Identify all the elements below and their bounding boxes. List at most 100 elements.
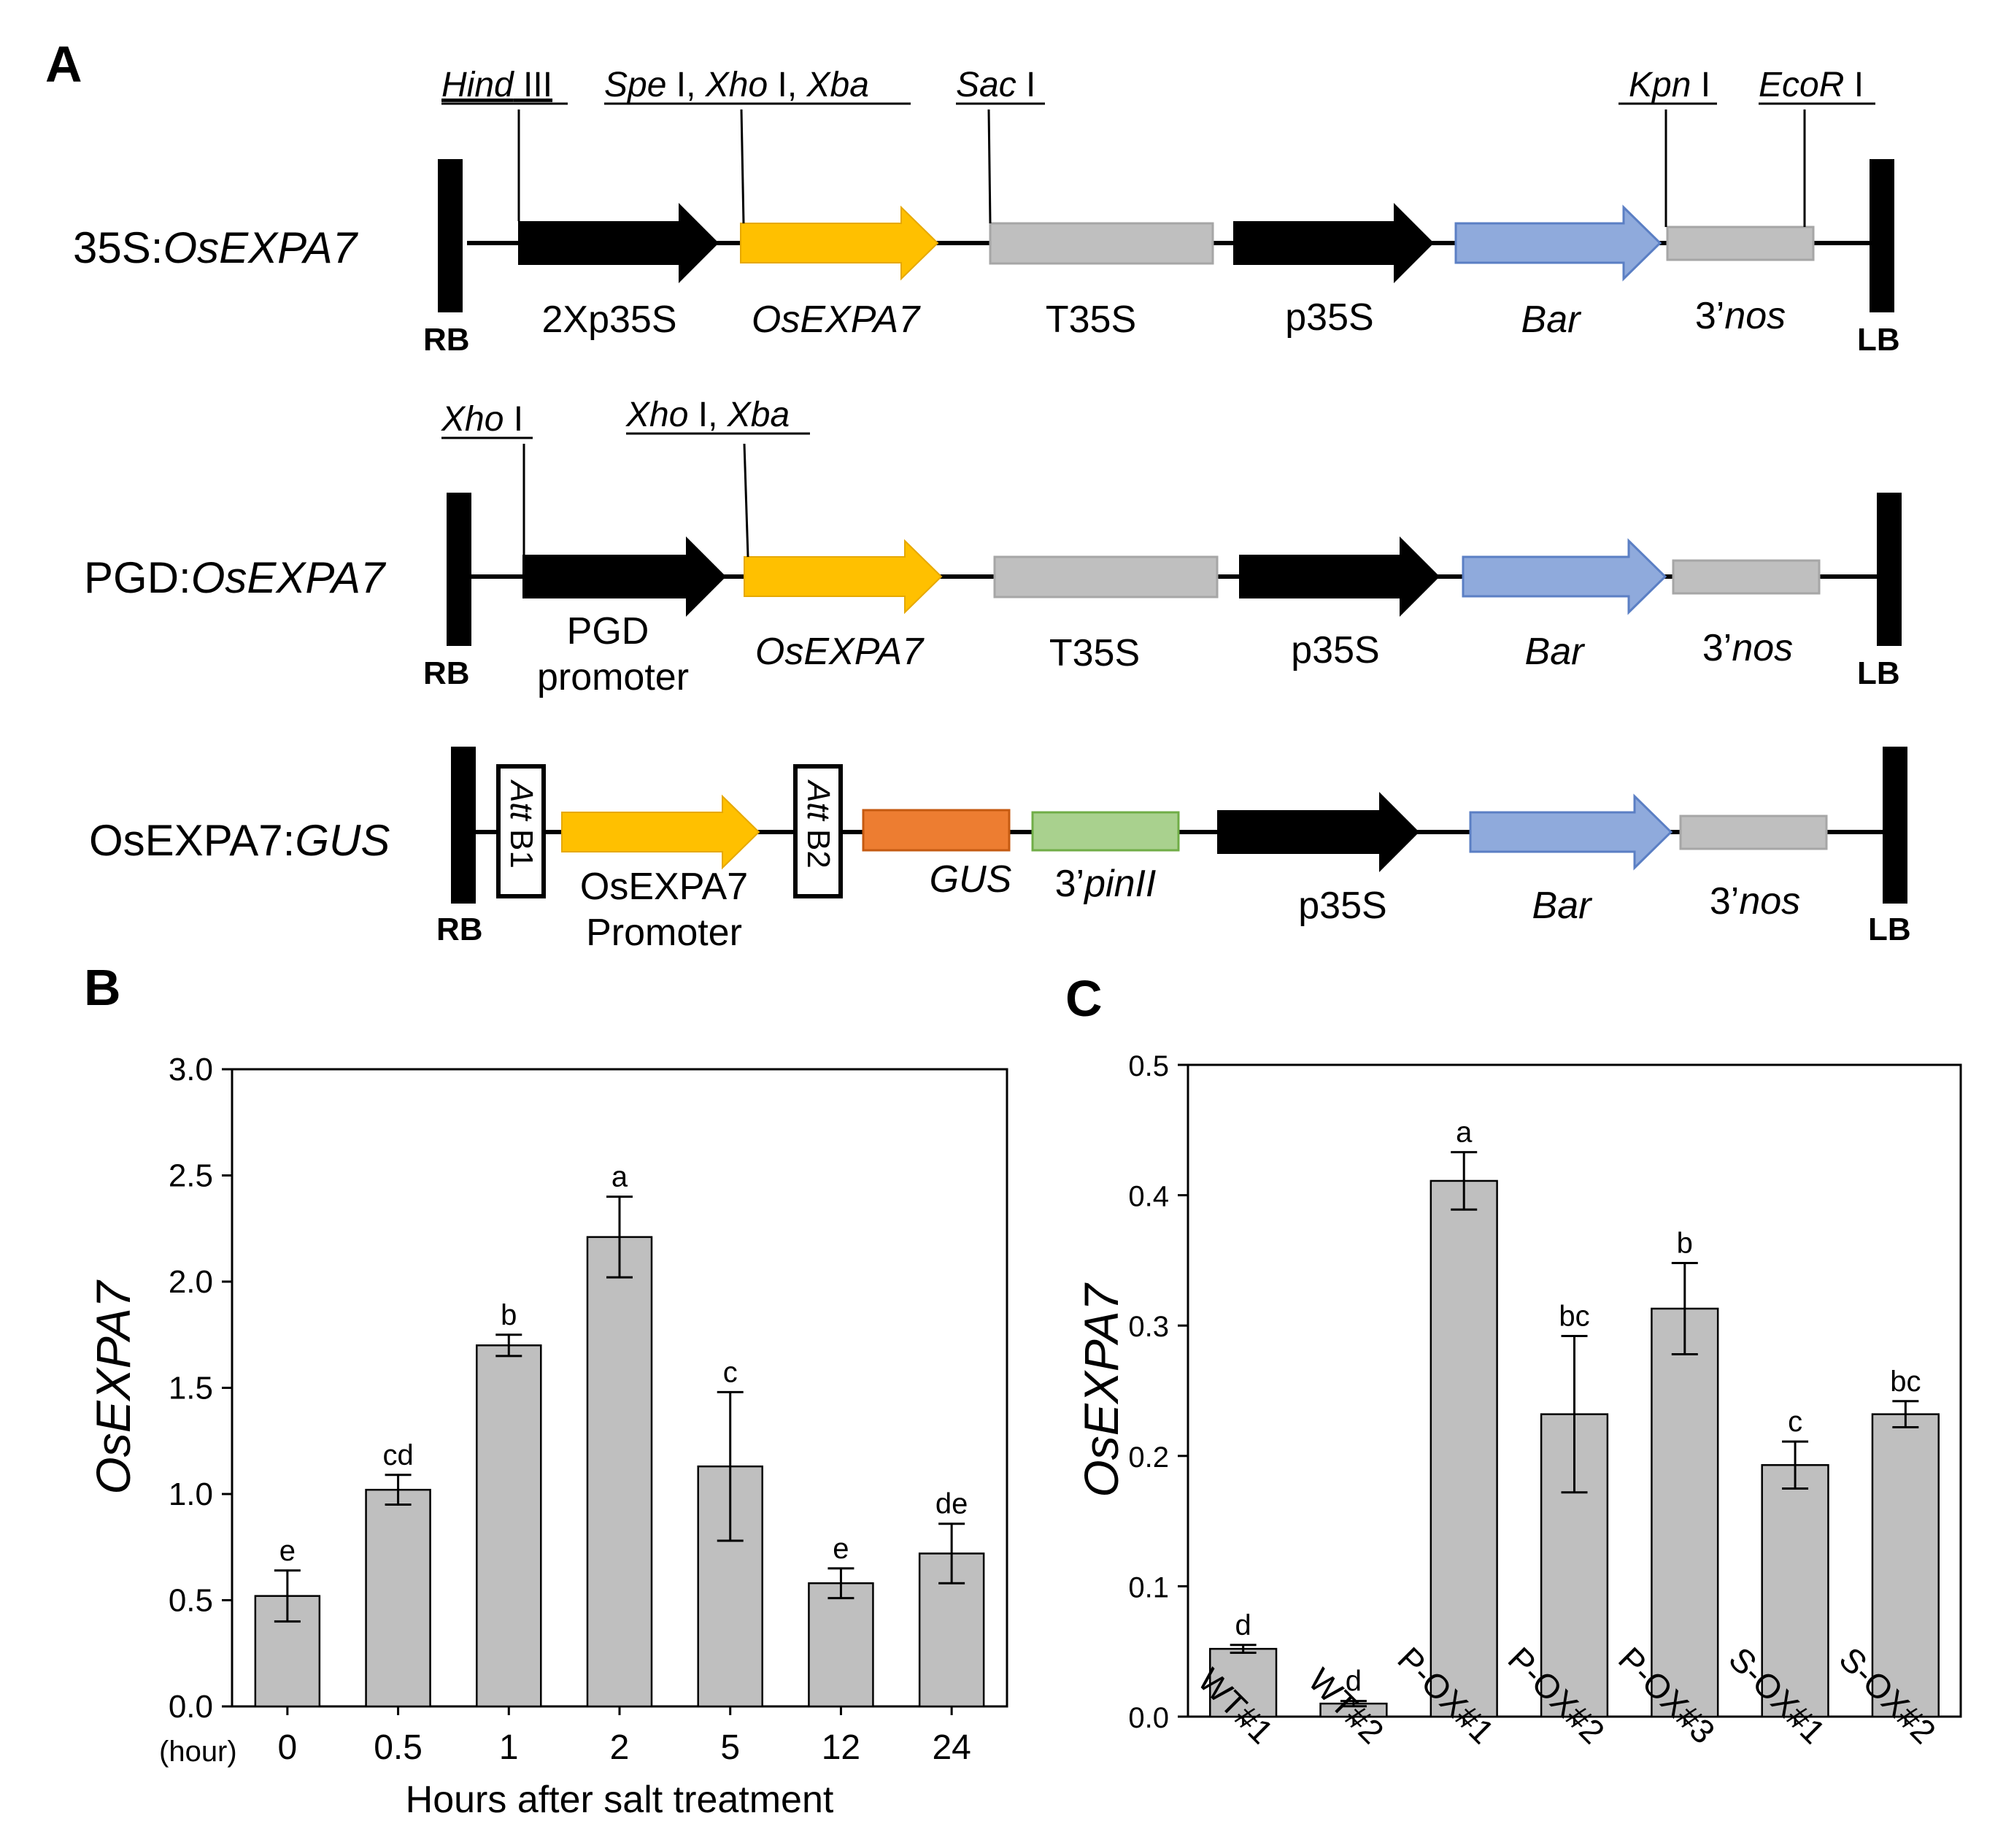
label-3pinii: 3’pinII [1055, 863, 1157, 905]
lb-border [1883, 747, 1907, 904]
construct-35s: 35S:OsEXPA7 RB LB Hind III Spe I, Xho I,… [73, 66, 1900, 358]
label-3nos: 3’nos [1710, 880, 1800, 923]
bar [808, 1582, 874, 1708]
construct-pgd-name: PGD:OsEXPA7 [84, 553, 387, 602]
y-tick-label: 2.5 [169, 1158, 213, 1194]
attb1-box [496, 764, 546, 898]
label-t35s: T35S [1046, 299, 1136, 341]
site-line-sac [987, 109, 992, 224]
site-spe-xho-xba: Spe I, Xho I, Xba [604, 66, 869, 104]
y-tick-label: 0.0 [169, 1689, 213, 1725]
site-kpn-i: Kpn I [1629, 66, 1710, 104]
bar [1871, 1413, 1940, 1718]
y-tick-label: 0.1 [1128, 1571, 1169, 1603]
lb-label: LB [1868, 912, 1911, 947]
bar-gene-arrow [1454, 204, 1662, 282]
x-tick-label: 5 [720, 1728, 740, 1767]
construct-gus-name: OsEXPA7:GUS [89, 816, 390, 865]
site-xho-xba: Xho I, Xba [625, 396, 790, 434]
significance-letter: e [833, 1533, 849, 1565]
site-xho-i: Xho I [441, 400, 523, 439]
y-tick-label: 1.0 [169, 1477, 213, 1512]
x-tick-label: 12 [822, 1728, 860, 1767]
bar [476, 1344, 542, 1708]
label-t35s: T35S [1049, 632, 1140, 674]
3nos-terminator-box [1666, 226, 1815, 261]
y-tick-label: 0.0 [1128, 1702, 1169, 1734]
panel-a-letter: A [45, 36, 82, 93]
3nos-terminator-box [1679, 815, 1828, 850]
label-2xp35s: 2Xp35S [541, 299, 676, 341]
construct-35s-name: 35S:OsEXPA7 [73, 223, 359, 272]
attb1-label: Att B1 [504, 779, 539, 869]
significance-letter: e [279, 1535, 296, 1567]
3nos-terminator-box [1672, 559, 1821, 595]
rb-label: RB [423, 322, 470, 358]
significance-letter: b [1677, 1227, 1693, 1259]
gus-gene-box [862, 809, 1011, 852]
y-tick-label: 0.2 [1128, 1441, 1169, 1474]
chart-b: 0.0 0.5 1.0 1.5 2.0 2.5 3.0 e 0 cd 0.5 b 1 a 2 c 5 e 12 de 2… [86, 1052, 1008, 1821]
significance-letter: cd [382, 1439, 413, 1471]
bar [586, 1236, 653, 1708]
rb-label: RB [436, 912, 483, 947]
x-tick-label: 2 [610, 1728, 630, 1767]
p35s-promoter-arrow [1233, 203, 1434, 283]
x-tick-label: 1 [499, 1728, 519, 1767]
label-osexpa7-promoter-2: Promoter [586, 912, 742, 954]
bar-gene-arrow [1462, 538, 1667, 615]
lb-label: LB [1857, 322, 1900, 358]
label-pgd: PGD [567, 610, 649, 652]
label-p35s: p35S [1285, 296, 1373, 339]
label-p35s: p35S [1291, 629, 1379, 671]
t35s-terminator-box [993, 555, 1219, 598]
lb-border [1877, 493, 1902, 646]
label-bar: Bar [1532, 885, 1594, 927]
x-axis-label: Hours after salt treatment [406, 1779, 834, 1821]
panel-b-letter: B [84, 959, 121, 1016]
label-bar: Bar [1525, 631, 1586, 673]
label-osexpa7: OsEXPA7 [755, 631, 925, 673]
bar [365, 1488, 431, 1708]
osexpa7-gene-arrow [744, 539, 943, 615]
significance-letter: d [1235, 1609, 1251, 1641]
label-gus: GUS [930, 858, 1012, 901]
x-tick-label: 0.5 [374, 1728, 423, 1767]
y-tick-label: 0.5 [169, 1583, 213, 1619]
x-unit-label: (hour) [159, 1736, 237, 1768]
site-line-spe [740, 109, 745, 224]
label-osexpa7-promoter-1: OsEXPA7 [580, 866, 748, 908]
y-tick-label: 3.0 [169, 1052, 213, 1087]
significance-letter: a [611, 1161, 628, 1193]
label-p35s: p35S [1298, 885, 1386, 927]
y-axis-label: OsEXPA7 [86, 1279, 140, 1495]
rb-border [451, 747, 476, 904]
t35s-terminator-box [989, 222, 1214, 265]
significance-letter: de [935, 1488, 968, 1520]
rb-border [438, 159, 463, 312]
attb2-box [793, 764, 843, 898]
promoter-2xp35s-arrow [518, 203, 719, 283]
significance-letter: bc [1559, 1300, 1589, 1332]
p35s-promoter-arrow [1217, 792, 1419, 872]
site-sac-i: Sac I [956, 66, 1035, 104]
site-line-xho-xba [743, 443, 749, 558]
site-hind-iii: Hind III [441, 66, 552, 104]
rb-label: RB [423, 655, 470, 691]
y-axis-label: OsEXPA7 [1074, 1282, 1128, 1498]
label-3nos: 3’nos [1695, 295, 1786, 337]
y-tick-label: 0.3 [1128, 1311, 1169, 1343]
significance-letter: bc [1890, 1366, 1921, 1398]
y-tick-label: 2.0 [169, 1264, 213, 1300]
3pinii-terminator-box [1031, 811, 1180, 852]
p35s-promoter-arrow [1239, 536, 1440, 617]
pgd-promoter-arrow [522, 536, 726, 617]
x-tick-label: 0 [278, 1728, 298, 1767]
bar-gene-arrow [1469, 793, 1673, 871]
label-3nos: 3’nos [1702, 627, 1793, 669]
osexpa7-promoter-arrow [561, 794, 760, 870]
significance-letter: c [723, 1356, 738, 1388]
significance-letter: a [1456, 1117, 1473, 1149]
panel-c-letter: C [1065, 970, 1103, 1027]
